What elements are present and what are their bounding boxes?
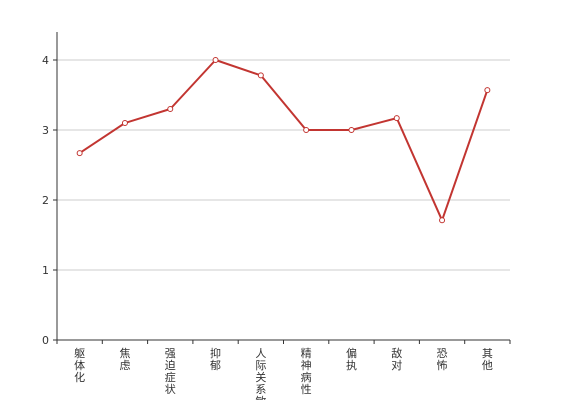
y-tick-label: 4 (42, 54, 49, 67)
data-point[interactable] (167, 106, 174, 112)
x-category-label: 焦虑 (119, 347, 130, 372)
data-point[interactable] (439, 217, 446, 224)
x-category-label: 强迫症状 (165, 347, 176, 396)
x-category-label: 精神病性 (301, 347, 312, 396)
data-point[interactable] (257, 72, 264, 79)
grid-lines (57, 59, 510, 271)
y-tick-label: 3 (42, 124, 49, 137)
data-point[interactable] (348, 127, 355, 133)
series-line (79, 59, 489, 222)
y-tick-label: 1 (42, 264, 49, 277)
x-category-label: 其他 (482, 347, 493, 372)
data-point[interactable] (212, 57, 219, 63)
x-category-label: 躯体化 (74, 347, 85, 384)
data-point[interactable] (76, 150, 83, 157)
y-tick-label: 2 (42, 194, 49, 207)
y-axis: 0 1 2 3 4 (42, 32, 58, 347)
data-point[interactable] (484, 87, 491, 94)
y-tick-label: 0 (42, 334, 49, 347)
x-category-label: 恐怖 (437, 347, 448, 372)
x-category-label: 人际关系敏感 (255, 347, 266, 400)
x-category-label: 敌对 (391, 346, 402, 372)
data-point[interactable] (303, 127, 310, 133)
x-category-label: 抑郁 (210, 346, 221, 372)
series-group (76, 57, 491, 224)
x-category-label: 偏执 (346, 346, 357, 372)
x-axis: 躯体化 焦虑 强迫症状 抑郁 人际关系敏感 精神病性 偏执 敌对 恐怖 其他 (56, 339, 511, 400)
data-point[interactable] (121, 120, 128, 126)
data-point[interactable] (393, 115, 400, 122)
